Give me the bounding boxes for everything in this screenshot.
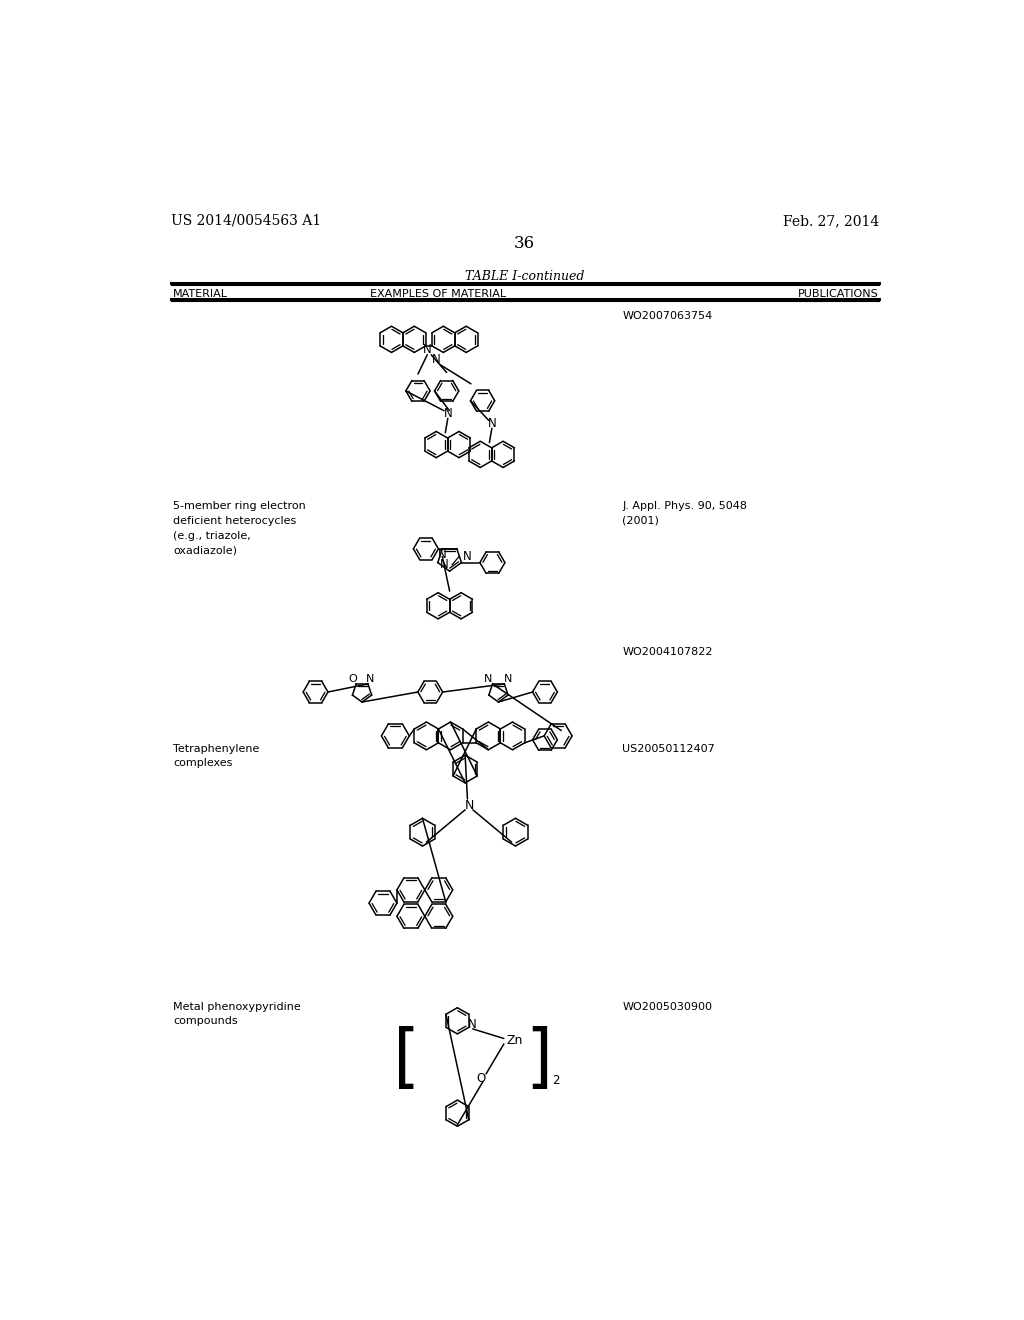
Text: 5-member ring electron
deficient heterocycles
(e.g., triazole,
oxadiazole): 5-member ring electron deficient heteroc… bbox=[173, 502, 306, 556]
Text: J. Appl. Phys. 90, 5048
(2001): J. Appl. Phys. 90, 5048 (2001) bbox=[623, 502, 748, 525]
Text: EXAMPLES OF MATERIAL: EXAMPLES OF MATERIAL bbox=[370, 289, 506, 300]
Text: N: N bbox=[464, 799, 474, 812]
Text: N: N bbox=[423, 343, 432, 356]
Text: 2: 2 bbox=[552, 1073, 559, 1086]
Text: N: N bbox=[440, 558, 449, 572]
Text: O: O bbox=[476, 1072, 485, 1085]
Text: [: [ bbox=[393, 1026, 421, 1093]
Text: N: N bbox=[432, 352, 440, 366]
Text: Feb. 27, 2014: Feb. 27, 2014 bbox=[782, 214, 879, 228]
Text: WO2004107822: WO2004107822 bbox=[623, 647, 713, 657]
Text: TABLE I-continued: TABLE I-continued bbox=[465, 271, 585, 282]
Text: N: N bbox=[487, 417, 497, 430]
Text: Zn: Zn bbox=[506, 1034, 522, 1047]
Text: WO2005030900: WO2005030900 bbox=[623, 1002, 713, 1011]
Text: N: N bbox=[468, 1018, 476, 1031]
Text: N: N bbox=[443, 408, 453, 420]
Text: WO2007063754: WO2007063754 bbox=[623, 312, 713, 321]
Text: O: O bbox=[348, 675, 357, 684]
Text: Metal phenoxypyridine
compounds: Metal phenoxypyridine compounds bbox=[173, 1002, 301, 1027]
Text: N: N bbox=[366, 675, 374, 684]
Text: 36: 36 bbox=[514, 235, 536, 252]
Text: US 2014/0054563 A1: US 2014/0054563 A1 bbox=[171, 214, 321, 228]
Text: US20050112407: US20050112407 bbox=[623, 743, 715, 754]
Text: PUBLICATIONS: PUBLICATIONS bbox=[798, 289, 879, 300]
Text: N: N bbox=[484, 675, 493, 684]
Text: N: N bbox=[504, 675, 512, 684]
Text: N: N bbox=[438, 548, 446, 561]
Text: ]: ] bbox=[525, 1026, 552, 1093]
Text: Tetraphenylene
complexes: Tetraphenylene complexes bbox=[173, 743, 259, 768]
Text: MATERIAL: MATERIAL bbox=[173, 289, 228, 300]
Text: N: N bbox=[463, 550, 471, 562]
